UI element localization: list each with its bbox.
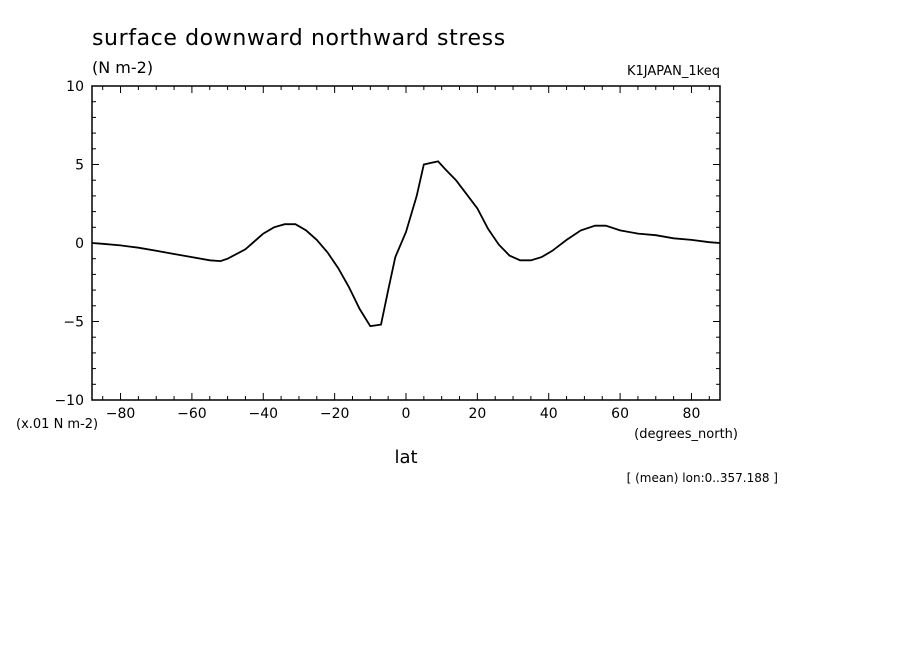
series-line — [91, 160, 721, 328]
x-tick-label: −80 — [106, 406, 136, 422]
x-tick-label: −40 — [248, 406, 278, 422]
y-tick-label: 10 — [66, 79, 84, 95]
x-tick-label: 0 — [402, 406, 411, 422]
x-tick-label: 80 — [683, 406, 701, 422]
footnote: [ (mean) lon:0..357.188 ] — [627, 471, 778, 485]
x-tick-label: −20 — [320, 406, 350, 422]
y-tick-label: −5 — [63, 315, 84, 331]
y-tick-label: 0 — [75, 236, 84, 252]
y-scale-note: (x.01 N m-2) — [16, 417, 98, 432]
series-points — [91, 160, 721, 327]
axis-ticks — [92, 85, 720, 401]
x-axis-units: (degrees_north) — [634, 427, 738, 442]
x-axis-label: lat — [394, 447, 417, 468]
x-tick-label: −60 — [177, 406, 207, 422]
y-tick-label: 5 — [75, 158, 84, 174]
x-tick-label: 40 — [540, 406, 558, 422]
x-tick-labels: −80 −60 −40 −20 0 20 40 60 80 — [106, 406, 701, 422]
chart-title: surface downward northward stress — [92, 26, 506, 51]
x-tick-label: 60 — [611, 406, 629, 422]
x-tick-label: 20 — [468, 406, 486, 422]
chart-units: (N m-2) — [92, 58, 153, 77]
plot-frame — [91, 85, 721, 401]
y-tick-label: −10 — [54, 393, 84, 409]
dataset-label: K1JAPAN_1keq — [627, 64, 720, 79]
y-tick-labels: −10 −5 0 5 10 — [54, 79, 84, 409]
